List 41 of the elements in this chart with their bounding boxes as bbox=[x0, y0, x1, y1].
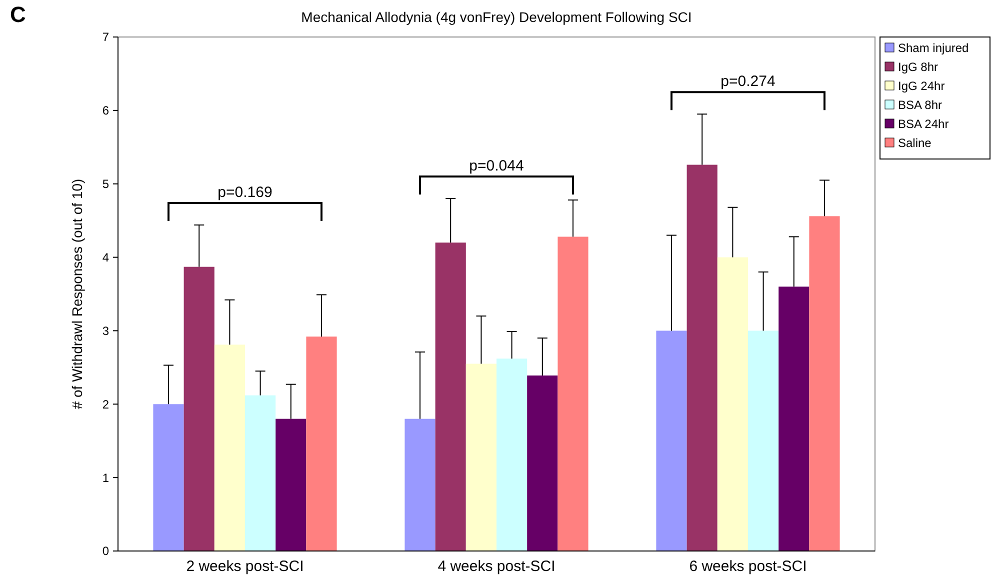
y-tick-label: 4 bbox=[102, 250, 110, 264]
legend-label: IgG 24hr bbox=[898, 79, 945, 94]
legend-label: IgG 8hr bbox=[898, 60, 938, 74]
bar bbox=[656, 330, 687, 551]
bar bbox=[184, 266, 214, 551]
bar bbox=[245, 395, 276, 551]
bar bbox=[558, 236, 588, 551]
annotation: p=0.274 bbox=[720, 73, 776, 90]
x-tick-label: 4 weeks post-SCI bbox=[438, 558, 556, 575]
bar bbox=[435, 242, 466, 551]
legend-label: BSA 24hr bbox=[898, 117, 949, 132]
bar bbox=[214, 344, 246, 551]
bar bbox=[527, 376, 558, 551]
legend-label: Saline bbox=[898, 136, 932, 150]
bar bbox=[466, 364, 496, 551]
y-tick-label: 3 bbox=[102, 324, 110, 338]
y-tick-label: 2 bbox=[102, 397, 110, 412]
text: C bbox=[10, 2, 26, 27]
bar bbox=[496, 358, 528, 551]
bar bbox=[404, 418, 436, 551]
y-tick-label: 0 bbox=[102, 544, 110, 558]
annotation: p=0.169 bbox=[218, 184, 272, 201]
bar bbox=[778, 286, 810, 551]
legend-label: Sham injured bbox=[898, 41, 969, 56]
x-tick-label: 2 weeks post-SCI bbox=[186, 558, 304, 575]
bar bbox=[153, 404, 184, 551]
bar bbox=[748, 330, 779, 551]
y-tick-label: 6 bbox=[102, 104, 110, 118]
bar bbox=[717, 257, 748, 551]
bar bbox=[686, 164, 718, 551]
chart-title: Mechanical Allodynia (4g vonFrey) Development Following SCI bbox=[301, 9, 692, 25]
bar bbox=[306, 336, 337, 551]
annotation: p=0.044 bbox=[469, 158, 524, 175]
y-tick-label: 7 bbox=[102, 30, 110, 44]
y-tick-label: 5 bbox=[102, 177, 110, 192]
y-tick-label: 1 bbox=[102, 470, 110, 485]
bar bbox=[276, 418, 306, 551]
y-axis-title: # of Withdrawl Responses (out of 10) bbox=[69, 178, 85, 410]
bar bbox=[809, 216, 840, 551]
legend-label: BSA 8hr bbox=[898, 98, 942, 112]
x-tick-label: 6 weeks post-SCI bbox=[689, 558, 807, 575]
